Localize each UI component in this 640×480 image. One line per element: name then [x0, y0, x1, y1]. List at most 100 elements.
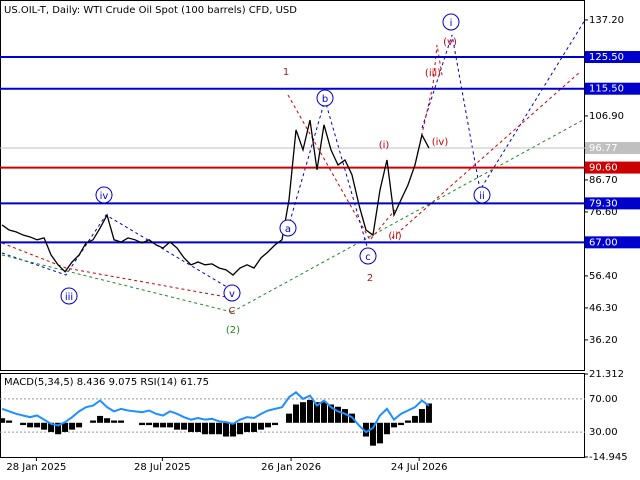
macd-bar [292, 404, 299, 423]
macd-bar [104, 418, 111, 423]
wave-circle [279, 219, 297, 237]
wave-label: (iii) [425, 68, 441, 79]
macd-bar [48, 422, 55, 432]
macd-bar [230, 422, 237, 437]
macd-bar [223, 422, 230, 437]
y-tick-label: 86.70 [589, 175, 618, 186]
y-tick-label: 46.30 [589, 303, 618, 314]
wave-label: c [365, 252, 371, 263]
macd-bar [97, 415, 104, 423]
macd-bar [404, 420, 411, 423]
level-box [585, 197, 640, 210]
macd-bar [55, 422, 62, 435]
macd-bar [411, 415, 418, 423]
wave-circle [473, 186, 491, 204]
blue-wave-line [1, 214, 233, 291]
indicator-pane [0, 373, 585, 458]
y-tick-label: 56.40 [589, 271, 618, 282]
macd-bar [341, 409, 348, 423]
wave-label: b [322, 94, 328, 105]
level-box [585, 236, 640, 249]
wave-circle [60, 287, 78, 305]
wave-label: i [450, 18, 453, 29]
wave-label: 2 [367, 273, 373, 284]
current-price-box [585, 142, 640, 155]
level-box [585, 82, 640, 95]
red-projection [414, 44, 443, 166]
macd-bar [362, 422, 369, 437]
macd-bar [62, 422, 69, 432]
macd-bar [418, 409, 425, 423]
wave-circle [316, 89, 334, 107]
red-wave-line [1, 242, 233, 299]
macd-tick-label: -14.945 [589, 452, 628, 463]
macd-bar [27, 422, 34, 428]
wave-label: (ii) [388, 231, 401, 242]
macd-bar [306, 399, 313, 423]
macd-bar [376, 422, 383, 444]
macd-bar [6, 420, 13, 423]
macd-bar [216, 422, 223, 435]
y-tick-label: 36.20 [589, 335, 618, 346]
level-label: 79.30 [589, 198, 618, 209]
wave-circle [223, 284, 241, 302]
macd-bar [195, 422, 202, 432]
y-tick-label: 76.60 [589, 207, 618, 218]
macd-bar [153, 422, 160, 428]
wave-label: iv [100, 191, 109, 202]
macd-bar [160, 422, 167, 428]
x-tick-label: 28 Jan 2025 [6, 462, 66, 473]
wave-label: (v) [443, 37, 457, 48]
wave-label: 1 [283, 67, 289, 78]
wave-label: (i) [379, 140, 390, 151]
level-label: 90.60 [589, 163, 618, 174]
macd-bar [244, 422, 251, 432]
macd-bar [209, 422, 216, 435]
macd-bar [34, 422, 41, 428]
blue-wave-abc [287, 98, 369, 251]
macd-bar [258, 422, 265, 430]
rsi-tick-label: 70.00 [589, 394, 618, 405]
macd-bar [118, 420, 125, 423]
macd-bar [320, 402, 327, 423]
macd-bar [90, 420, 97, 423]
green-wave-line [1, 254, 233, 313]
macd-bar [202, 422, 209, 435]
wave-label: iii [65, 292, 73, 303]
macd-bar [69, 422, 76, 430]
macd-bar [188, 422, 195, 432]
macd-bar [181, 422, 188, 430]
macd-bar [327, 404, 334, 423]
indicator-title: MACD(5,34,5) 8.436 9.075 RSI(14) 61.75 [4, 377, 209, 388]
wave-circle [359, 247, 377, 265]
macd-bar [139, 422, 146, 426]
x-tick-label: 26 Jan 2026 [261, 462, 321, 473]
wave-label: (2) [226, 325, 240, 336]
macd-bar [76, 422, 83, 428]
macd-bar [0, 418, 6, 423]
green-channel [231, 119, 584, 313]
rsi-line [1, 390, 430, 434]
wave-label: (iv) [432, 137, 449, 148]
wave-label: C [229, 306, 236, 317]
level-box [585, 161, 640, 174]
wave-label: v [229, 289, 235, 300]
macd-bar [146, 422, 153, 426]
current-price-label: 96.77 [589, 143, 618, 154]
main-pane [0, 0, 585, 371]
wave-label: a [285, 224, 291, 235]
rsi-tick-label: 30.00 [589, 427, 618, 438]
macd-tick-label: 21.312 [589, 369, 624, 380]
macd-bar [111, 420, 118, 423]
wave-circle [442, 13, 460, 31]
level-label: 67.00 [589, 237, 618, 248]
red-wave-2 [287, 94, 396, 241]
y-tick-label: 137.20 [589, 15, 624, 26]
macd-bar [237, 422, 244, 435]
macd-bar [313, 402, 320, 423]
macd-bar [174, 422, 181, 430]
macd-bar [41, 422, 48, 430]
macd-bar [425, 403, 432, 423]
wave-label: ii [479, 191, 485, 202]
